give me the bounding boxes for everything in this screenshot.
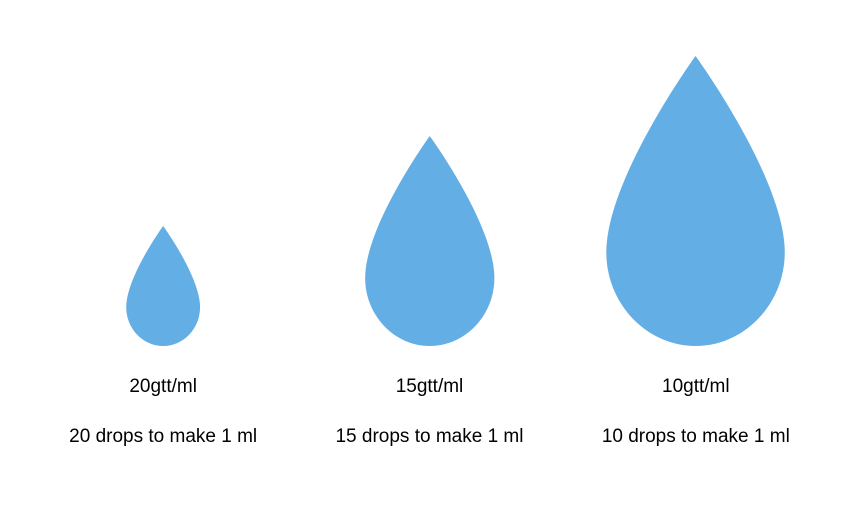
drop-icon-wrap [349, 46, 511, 346]
desc-label: 15 drops to make 1 ml [335, 426, 523, 448]
drop-icon-wrap [584, 46, 807, 346]
drop-column-large: 10gtt/ml 10 drops to make 1 ml [564, 46, 828, 448]
desc-label: 10 drops to make 1 ml [602, 426, 790, 448]
drop-column-medium: 15gtt/ml 15 drops to make 1 ml [298, 46, 562, 448]
droplet-icon [117, 226, 209, 346]
droplet-icon [584, 56, 807, 346]
drop-icon-wrap [117, 46, 209, 346]
drop-column-small: 20gtt/ml 20 drops to make 1 ml [31, 46, 295, 448]
droplet-icon [349, 136, 511, 346]
desc-label: 20 drops to make 1 ml [69, 426, 257, 448]
rate-label: 15gtt/ml [396, 376, 464, 398]
rate-label: 20gtt/ml [129, 376, 197, 398]
rate-label: 10gtt/ml [662, 376, 730, 398]
